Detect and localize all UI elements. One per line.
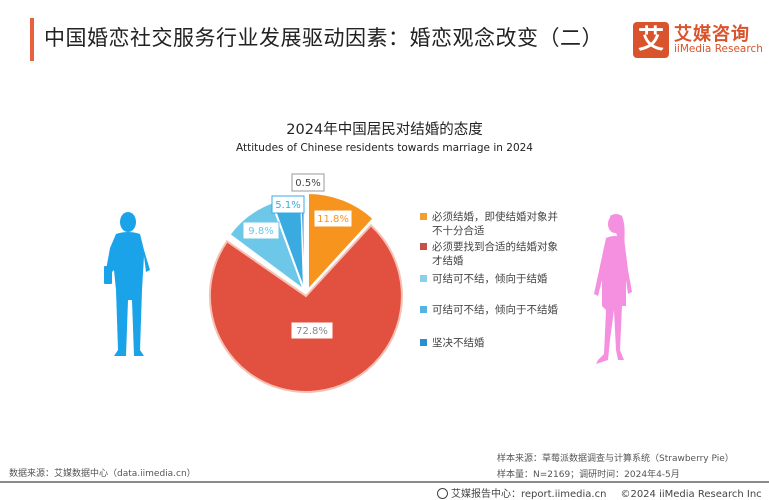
logo-icon: 艾 bbox=[633, 22, 669, 58]
label-must-marry: 11.8% bbox=[317, 214, 349, 225]
legend-swatch-blue bbox=[420, 306, 427, 313]
logo-name-en: iiMedia Research bbox=[674, 43, 763, 55]
globe-icon bbox=[437, 488, 448, 499]
legend-label: 可结可不结，倾向于结婚 bbox=[432, 273, 548, 285]
brand-logo: 艾 艾媒咨询 iiMedia Research bbox=[633, 22, 763, 58]
chart-subtitle: Attitudes of Chinese residents towards m… bbox=[236, 142, 533, 154]
pie-slice-must-find-suitable[interactable] bbox=[208, 223, 403, 393]
legend-label: 必须结婚，即使结婚对象并不十分合适 bbox=[432, 211, 558, 237]
page-title: 中国婚恋社交服务行业发展驱动因素：婚恋观念改变（二） bbox=[44, 26, 603, 50]
sample-source: 样本来源：草莓派数据调查与计算系统（Strawberry Pie） bbox=[497, 454, 734, 464]
woman-silhouette-icon bbox=[594, 214, 632, 364]
legend-swatch-orange bbox=[420, 213, 427, 220]
legend-label: 坚决不结婚 bbox=[432, 337, 485, 349]
report-center-link[interactable]: 艾媒报告中心：report.iimedia.cn bbox=[451, 489, 607, 500]
title-accent-bar bbox=[30, 18, 34, 61]
data-source: 数据来源：艾媒数据中心（data.iimedia.cn） bbox=[9, 469, 196, 479]
footer-credits: 艾媒报告中心：report.iimedia.cn ©2024 iiMedia Re… bbox=[437, 485, 762, 500]
copyright: ©2024 iiMedia Research Inc bbox=[620, 489, 762, 500]
legend-swatch-dark-blue bbox=[420, 339, 427, 346]
label-never-marry: 0.5% bbox=[295, 178, 320, 189]
legend-label: 可结可不结，倾向于不结婚 bbox=[432, 304, 558, 316]
man-silhouette-icon bbox=[104, 212, 150, 356]
footer-divider bbox=[0, 481, 769, 483]
sample-size: 样本量：N=2169；调研时间：2024年4-5月 bbox=[497, 470, 680, 480]
label-lean-not-marry: 5.1% bbox=[275, 200, 300, 211]
chart-title: 2024年中国居民对结婚的态度 bbox=[286, 122, 483, 138]
logo-name-cn: 艾媒咨询 bbox=[674, 24, 750, 45]
legend-swatch-light-blue bbox=[420, 275, 427, 282]
label-lean-marry: 9.8% bbox=[248, 226, 273, 237]
legend-label: 必须要找到合适的结婚对象才结婚 bbox=[432, 241, 558, 267]
label-must-find-suitable: 72.8% bbox=[296, 326, 328, 337]
legend-swatch-red bbox=[420, 243, 427, 250]
